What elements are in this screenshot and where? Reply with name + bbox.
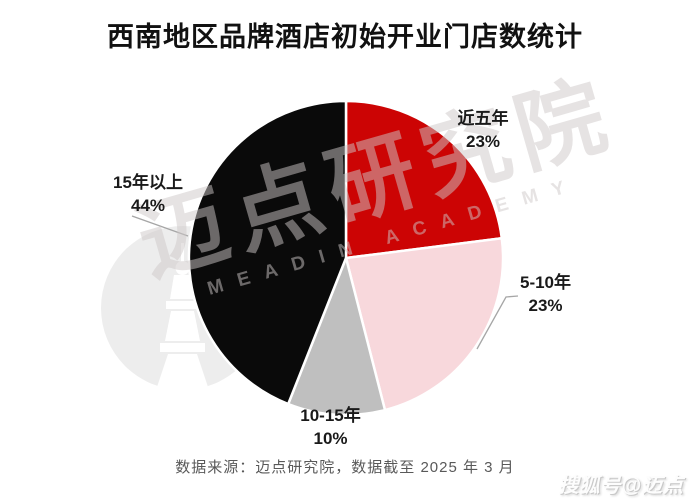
slice-label-pct: 44% bbox=[130, 196, 166, 215]
chart-title: 西南地区品牌酒店初始开业门店数统计 bbox=[107, 22, 583, 52]
pie-slice-2 bbox=[286, 256, 387, 417]
pie-slice-3 bbox=[187, 99, 348, 406]
slice-label-pct: 23% bbox=[528, 296, 563, 315]
slice-label-pct: 10% bbox=[313, 429, 348, 448]
pie-slice-0 bbox=[344, 99, 504, 260]
slice-label-5-10y: 5-10年 23% bbox=[493, 271, 598, 317]
slice-label-pct: 23% bbox=[465, 132, 501, 151]
slice-label-text: 5-10年 bbox=[519, 273, 572, 292]
pie-slice-1 bbox=[344, 237, 505, 412]
slice-label-recent-5y: 近五年 23% bbox=[428, 107, 538, 153]
data-source-note: 数据来源：迈点研究院，数据截至 2025 年 3 月 bbox=[175, 459, 515, 476]
slice-label-text: 近五年 bbox=[457, 109, 509, 128]
leader-line-5to10 bbox=[476, 295, 519, 350]
slice-label-text: 10-15年 bbox=[300, 406, 361, 425]
slice-label-text: 15年以上 bbox=[113, 173, 183, 192]
corner-publisher-logo: 搜狐号@迈点 bbox=[558, 475, 684, 497]
leader-line-15plus bbox=[131, 215, 189, 237]
slice-label-10-15y: 10-15年 10% bbox=[278, 404, 383, 450]
slice-label-over-15y: 15年以上 44% bbox=[93, 171, 203, 217]
